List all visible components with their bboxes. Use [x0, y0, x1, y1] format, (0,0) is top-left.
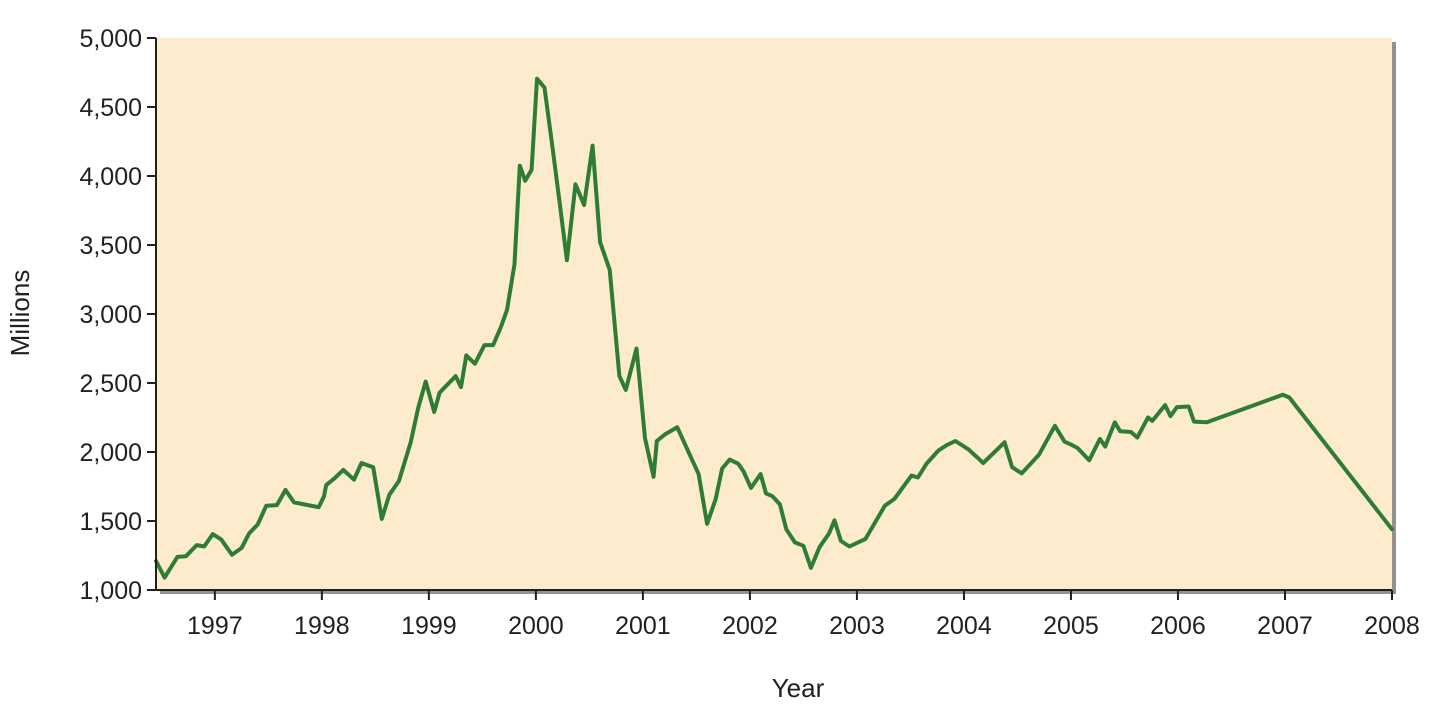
x-tick-label: 2006 [1150, 612, 1206, 640]
x-tick-label: 1997 [187, 612, 243, 640]
x-tick-label: 2000 [508, 612, 564, 640]
y-axis-title: Millions [5, 270, 35, 357]
x-tick-label: 1998 [294, 612, 350, 640]
x-tick-label: 2003 [829, 612, 885, 640]
y-tick-label: 4,500 [79, 94, 142, 122]
y-tick-label: 1,500 [79, 508, 142, 536]
y-tick-label: 2,000 [79, 439, 142, 467]
x-tick-label: 2002 [722, 612, 778, 640]
y-tick-label: 3,500 [79, 232, 142, 260]
x-tick-label: 2004 [936, 612, 992, 640]
x-tick-label: 2007 [1257, 612, 1313, 640]
y-tick-label: 5,000 [79, 25, 142, 53]
x-tick-label: 2001 [615, 612, 671, 640]
plot-background [156, 38, 1392, 590]
x-tick-label: 2005 [1043, 612, 1099, 640]
x-axis-title: Year [772, 673, 825, 703]
y-tick-label: 1,000 [79, 577, 142, 605]
x-tick-label: 1999 [401, 612, 457, 640]
y-tick-label: 4,000 [79, 163, 142, 191]
y-tick-label: 3,000 [79, 301, 142, 329]
y-tick-label: 2,500 [79, 370, 142, 398]
x-tick-label: 2008 [1364, 612, 1420, 640]
series-line-1 [154, 76, 1394, 580]
